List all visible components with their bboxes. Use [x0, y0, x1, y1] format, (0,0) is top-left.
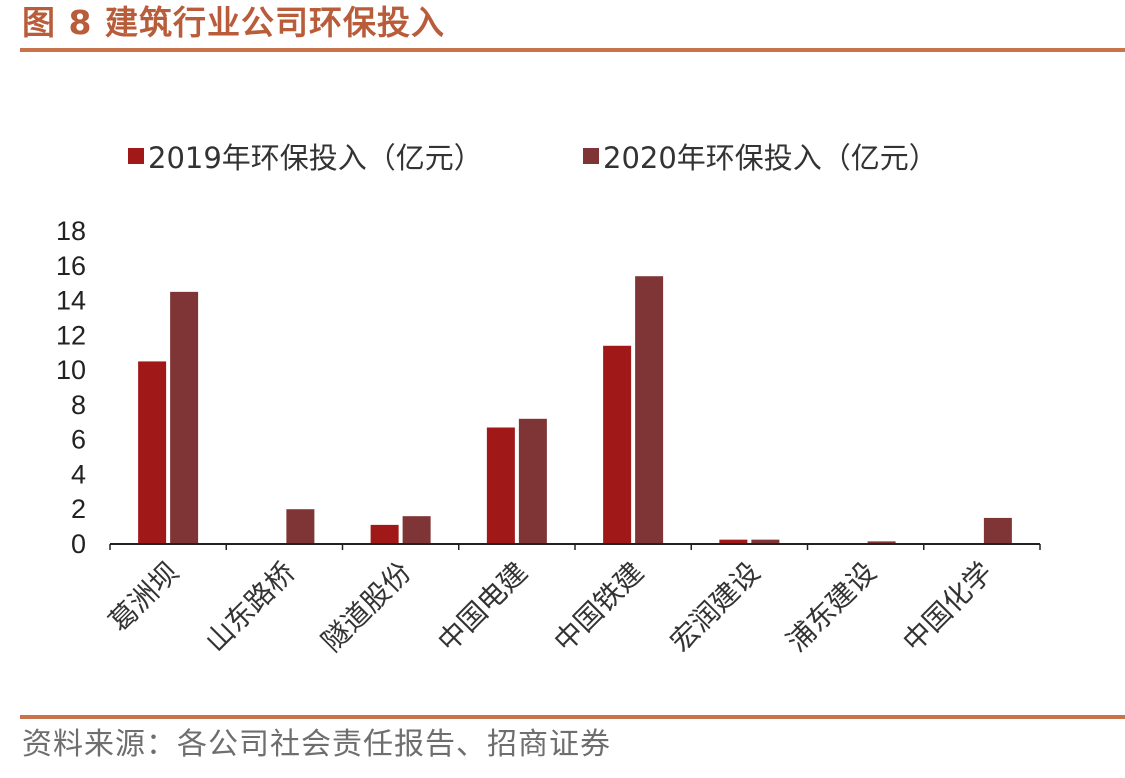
bar-2019-3 — [486, 427, 515, 544]
source-divider — [20, 715, 1125, 719]
y-tick-label: 18 — [56, 216, 86, 246]
x-category-label: 中国化学 — [896, 556, 999, 659]
legend-swatch-2019 — [128, 148, 144, 164]
x-category-label: 宏润建设 — [664, 556, 767, 659]
bar-2020-2 — [402, 516, 431, 544]
y-tick-label: 14 — [56, 286, 86, 316]
legend-label-2020: 2020年环保投入（亿元） — [603, 141, 938, 175]
x-category-label: 中国铁建 — [548, 556, 651, 659]
y-tick-label: 10 — [56, 355, 86, 385]
source-note: 资料来源：各公司社会责任报告、招商证券 — [22, 727, 611, 762]
y-tick-label: 16 — [56, 251, 86, 281]
bar-2020-6 — [867, 541, 896, 544]
bar-2019-4 — [603, 345, 632, 544]
bar-2019-5 — [719, 539, 748, 544]
bar-2019-0 — [138, 361, 167, 544]
y-tick-label: 12 — [56, 320, 86, 350]
y-tick-label: 6 — [71, 425, 86, 455]
x-category-label: 葛洲坝 — [102, 556, 185, 639]
bar-2020-0 — [170, 291, 199, 544]
x-category-label: 中国电建 — [431, 556, 534, 659]
bar-2020-5 — [751, 539, 780, 544]
legend-swatch-2020 — [583, 148, 599, 164]
x-category-label: 浦东建设 — [780, 556, 883, 659]
y-tick-label: 4 — [71, 459, 86, 489]
figure-title: 图 8 建筑行业公司环保投入 — [22, 3, 445, 42]
bar-2020-4 — [635, 276, 664, 544]
x-category-label: 隧道股份 — [315, 556, 418, 659]
legend-item-2019: 2019年环保投入（亿元） — [128, 136, 483, 176]
title-divider — [20, 48, 1125, 52]
bar-2020-1 — [286, 509, 315, 544]
y-tick-label: 8 — [71, 390, 86, 420]
bar-2020-7 — [983, 517, 1012, 544]
bar-2019-2 — [370, 524, 399, 544]
x-category-label: 山东路桥 — [199, 556, 302, 659]
y-tick-label: 2 — [71, 494, 86, 524]
y-tick-label: 0 — [71, 529, 86, 559]
legend-label-2019: 2019年环保投入（亿元） — [148, 141, 483, 175]
bar-2020-3 — [518, 418, 547, 544]
legend-item-2020: 2020年环保投入（亿元） — [583, 136, 938, 176]
